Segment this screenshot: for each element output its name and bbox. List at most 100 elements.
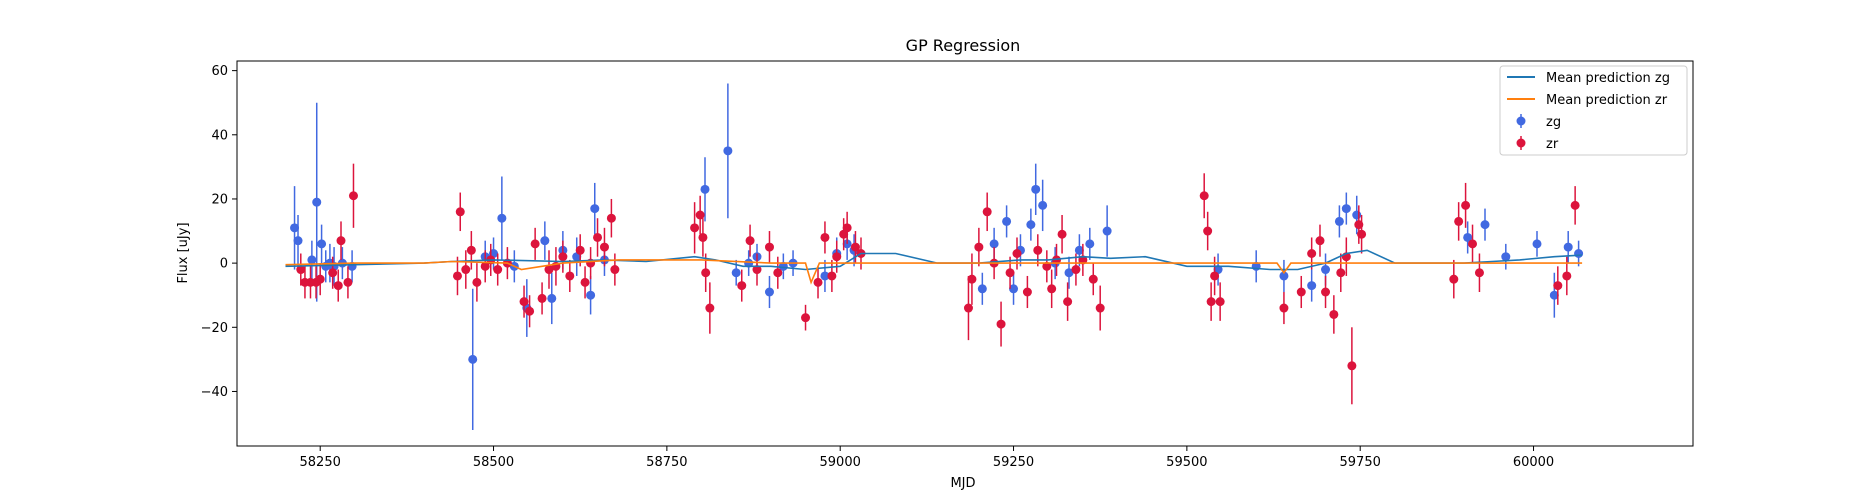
zr-point — [1033, 245, 1043, 255]
zr-point — [610, 265, 620, 275]
zr-point — [752, 265, 762, 275]
zg-point — [1501, 252, 1511, 262]
zr-point — [1474, 268, 1484, 278]
zr-point — [593, 232, 603, 242]
zr-point — [1357, 229, 1367, 239]
zg-point — [1279, 271, 1289, 281]
zr-point — [1057, 229, 1067, 239]
zg-point — [1002, 216, 1012, 226]
zr-point — [690, 223, 700, 233]
zr-point — [336, 236, 346, 246]
zr-point — [982, 207, 992, 217]
zr-point — [296, 265, 306, 275]
zg-point — [723, 146, 733, 156]
zg-point — [1532, 239, 1542, 249]
zg-point — [731, 268, 741, 278]
zr-point — [1347, 361, 1357, 371]
zr-point — [1315, 236, 1325, 246]
zr-point — [1088, 274, 1098, 284]
zg-point — [1341, 204, 1351, 214]
zr-point — [705, 303, 715, 313]
chart-title: GP Regression — [906, 36, 1021, 55]
zg-point — [1549, 290, 1559, 300]
legend-swatch-zr — [1516, 138, 1526, 148]
zr-point — [343, 277, 353, 287]
zg-point — [1074, 245, 1084, 255]
zg-point — [1085, 239, 1095, 249]
x-tick-label: 58500 — [473, 455, 514, 470]
zr-point — [1296, 287, 1306, 297]
zr-point — [472, 277, 482, 287]
zr-point — [544, 265, 554, 275]
zg-point — [1321, 265, 1331, 275]
zr-point — [996, 319, 1006, 329]
zg-point — [764, 287, 774, 297]
zg-point — [1009, 284, 1019, 294]
zr-point — [1321, 287, 1331, 297]
x-tick-label: 60000 — [1513, 455, 1554, 470]
y-tick-label: −20 — [201, 321, 228, 336]
zg-point — [1463, 232, 1473, 242]
zr-point — [525, 306, 535, 316]
zr-point — [1071, 265, 1081, 275]
zr-point — [1279, 303, 1289, 313]
zr-point — [1012, 249, 1022, 258]
zr-point — [519, 297, 529, 307]
y-tick-label: 60 — [211, 64, 228, 79]
legend-label-zg: zg — [1546, 115, 1561, 130]
x-tick-label: 58250 — [300, 455, 341, 470]
zr-point — [1042, 261, 1052, 271]
zr-point — [452, 271, 462, 281]
zr-point — [606, 213, 616, 223]
zg-point — [312, 197, 322, 207]
mean-prediction-zr-line — [285, 259, 1583, 285]
zg-point — [307, 255, 317, 265]
zr-point — [530, 239, 540, 249]
zr-point — [695, 210, 705, 220]
zr-point — [1461, 200, 1471, 210]
zr-point — [580, 277, 590, 287]
y-tick-label: −40 — [201, 385, 228, 400]
y-axis-label: Flux [uJy] — [176, 222, 191, 283]
zr-point — [737, 281, 747, 291]
zr-point — [1570, 200, 1580, 210]
zg-point — [547, 293, 557, 303]
axes: 58250 58500 58750 59000 59250 59500 59750 60000… — [201, 64, 1555, 470]
zr-point — [493, 265, 503, 275]
zr-point — [461, 265, 471, 275]
zr-point — [967, 274, 977, 284]
zg-point — [1026, 220, 1036, 230]
zr-point — [1553, 281, 1563, 291]
zr-point — [558, 252, 568, 262]
zr-point — [1210, 271, 1220, 281]
zr-point — [1468, 239, 1478, 249]
zg-point — [1102, 226, 1112, 236]
zr-point — [827, 271, 837, 281]
zr-point — [745, 236, 755, 246]
plot-area — [285, 83, 1584, 430]
zg-point — [1064, 268, 1074, 278]
zr-point — [820, 232, 830, 242]
y-tick-label: 0 — [220, 257, 228, 272]
zr-point — [850, 242, 860, 252]
zr-point — [599, 242, 609, 252]
zg-point — [977, 284, 987, 294]
legend: Mean prediction zg Mean prediction zr zg… — [1499, 65, 1688, 156]
zg-point — [590, 204, 600, 214]
zr-point — [1336, 268, 1346, 278]
zg-point — [317, 239, 327, 249]
zr-point — [701, 268, 711, 278]
zr-point — [466, 245, 476, 255]
zg-point — [989, 239, 999, 249]
zr-point — [1454, 216, 1464, 226]
zg-point — [468, 354, 478, 364]
zr-point — [963, 303, 973, 313]
zr-point — [315, 274, 325, 284]
zr-point — [1063, 297, 1073, 307]
zg-point — [1574, 249, 1584, 258]
legend-label-zr: zr — [1546, 137, 1559, 152]
legend-swatch-zg — [1516, 116, 1526, 126]
zg-point — [540, 236, 550, 246]
zr-point — [1199, 191, 1209, 201]
zg-point — [1563, 242, 1573, 252]
